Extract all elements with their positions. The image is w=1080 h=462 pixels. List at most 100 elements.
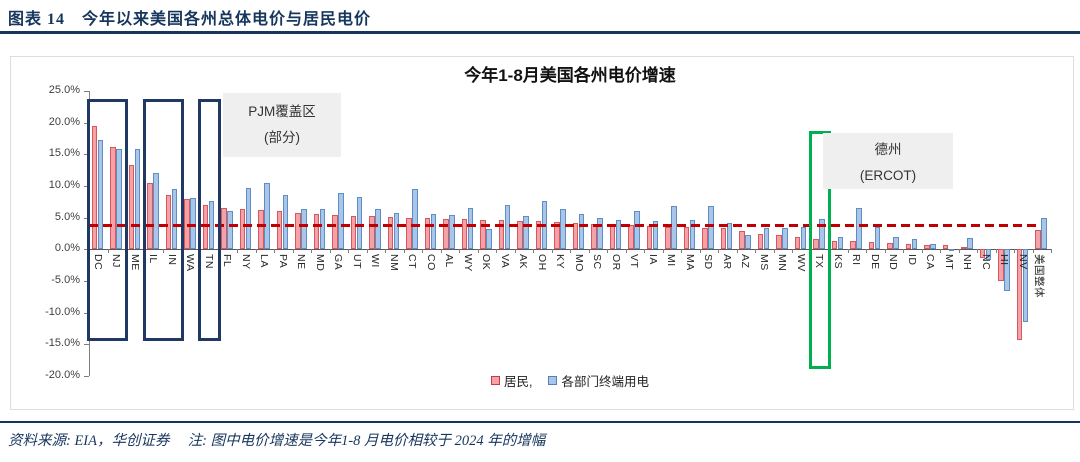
bar-all-sectors-IN [171, 189, 178, 250]
bar-all-sectors-LA [264, 182, 270, 250]
x-axis-label-OR: OR [609, 254, 622, 272]
x-axis-label-WA: WA [184, 254, 197, 272]
legend-swatch-all-sectors [548, 376, 558, 385]
bar-residential-NE [295, 212, 301, 250]
x-axis-tick [681, 249, 682, 254]
bar-all-sectors-NY [245, 187, 252, 250]
x-axis-label-ME: ME [128, 254, 141, 272]
x-axis-tick [625, 249, 627, 254]
x-axis-label-VA: VA [498, 254, 511, 269]
x-axis-tick [699, 249, 701, 254]
x-axis-label-AZ: AZ [739, 254, 752, 269]
x-axis-tick [847, 249, 849, 254]
x-axis-label-NE: NE [295, 254, 308, 270]
bar-residential-CA [924, 244, 930, 250]
y-axis-tick [84, 91, 89, 92]
bar-residential-NV [1016, 249, 1023, 340]
reference-line [89, 224, 1041, 228]
y-axis-label: 5.0% [54, 210, 80, 223]
y-axis-tick [84, 186, 89, 187]
ercot-annotation-line2: (ERCOT) [859, 167, 917, 183]
bar-residential-ND [887, 243, 893, 250]
bar-all-sectors-AK [523, 216, 529, 250]
x-axis-label-PA: PA [276, 254, 289, 269]
x-axis-label-MD: MD [313, 254, 326, 272]
bar-residential-MO [572, 222, 579, 250]
x-axis-label-WI: WI [369, 254, 382, 269]
bar-residential-VT [628, 225, 634, 250]
x-axis-tick [570, 249, 571, 254]
bar-residential-NJ [110, 146, 116, 250]
x-axis-label-NY: NY [239, 254, 252, 270]
x-axis-tick [977, 249, 978, 254]
bar-all-sectors-SC [597, 217, 603, 250]
pjm-annotation-box: PJM覆盖区 (部分) [223, 93, 341, 157]
x-axis-tick [514, 249, 516, 254]
x-axis-tick [459, 249, 460, 254]
header-rule [0, 31, 1080, 34]
x-axis-label-AK: AK [517, 254, 530, 270]
x-axis-tick [718, 249, 719, 254]
legend-label-all-sectors: 各部门终端用电 [561, 375, 649, 389]
x-axis-label-NV: NV [1016, 254, 1029, 270]
bar-residential-KY [554, 222, 560, 250]
bar-residential-SD [702, 227, 708, 250]
x-axis-label-UT: UT [350, 254, 363, 270]
bar-all-sectors-ME [134, 149, 141, 250]
y-axis-label: -5.0% [51, 274, 80, 286]
x-axis-label-KY: KY [554, 254, 567, 270]
bar-residential-DE [868, 242, 875, 250]
x-axis-tick [422, 249, 423, 254]
legend-item-residential: 居民, [491, 371, 532, 390]
bar-residential-MT [942, 244, 949, 250]
bar-all-sectors-HI [1004, 249, 1010, 292]
bar-all-sectors-NM [393, 212, 400, 250]
x-axis-tick [958, 249, 960, 254]
bar-all-sectors-WV [800, 226, 807, 250]
bar-all-sectors-KY [560, 208, 566, 250]
y-axis-label: -15.0% [45, 337, 80, 350]
x-axis-label-MA: MA [683, 254, 696, 272]
bar-all-sectors-ID [911, 238, 918, 250]
y-axis-label: 25.0% [48, 84, 80, 96]
x-axis-tick [773, 249, 775, 254]
x-axis-label-SC: SC [591, 254, 604, 270]
bar-all-sectors-ND [893, 237, 899, 250]
bar-all-sectors-WI [375, 208, 381, 250]
x-axis-tick [477, 249, 479, 254]
bar-all-sectors-MD [319, 208, 326, 250]
bar-residential-AK [517, 220, 523, 250]
x-axis-tick [792, 249, 793, 254]
x-axis-label-AR: AR [720, 254, 733, 270]
x-axis-label-CO: CO [424, 254, 437, 272]
x-axis-label-VT: VT [628, 254, 641, 269]
bar-residential-OH [535, 221, 542, 250]
x-axis-label-MT: MT [942, 254, 955, 271]
x-axis-tick [995, 249, 997, 254]
x-axis-label-美国整体: 美国整体 [1033, 254, 1046, 299]
x-axis-label-NM: NM [387, 254, 400, 272]
bar-residential-NY [239, 208, 246, 250]
x-axis-tick [884, 249, 886, 254]
x-axis-label-CA: CA [924, 254, 937, 270]
legend-label-residential: 居民, [504, 375, 533, 389]
bar-residential-美国整体 [1035, 230, 1041, 250]
y-axis-tick [84, 154, 89, 156]
bar-all-sectors-WA [190, 198, 196, 250]
bar-residential-RI [850, 241, 856, 250]
x-axis-label-SD: SD [702, 254, 715, 270]
bar-all-sectors-KS [837, 237, 844, 250]
bar-residential-IL [147, 183, 153, 250]
bar-residential-LA [258, 210, 264, 250]
x-axis-label-GA: GA [332, 254, 345, 271]
bar-residential-AZ [739, 230, 745, 250]
legend-item-all-sectors: 各部门终端用电 [548, 371, 649, 390]
bar-all-sectors-MA [689, 219, 696, 250]
x-axis-tick [588, 249, 590, 254]
bar-all-sectors-NH [967, 237, 973, 250]
bar-residential-DC [91, 125, 98, 250]
x-axis-tick [662, 249, 664, 254]
y-axis-label: -20.0% [45, 369, 80, 381]
x-axis-tick [311, 249, 312, 254]
x-axis-label-LA: LA [258, 254, 271, 269]
